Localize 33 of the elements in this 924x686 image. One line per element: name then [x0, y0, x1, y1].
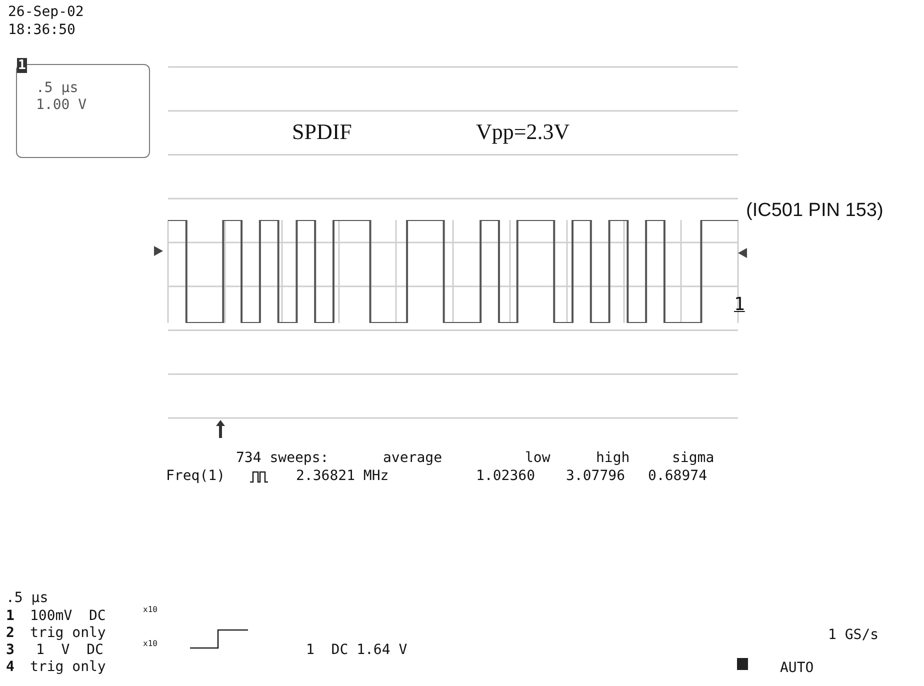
text: Vpp=2.3V [476, 119, 570, 144]
text: Freq(1) [166, 468, 226, 484]
text: 3 [6, 642, 14, 658]
text: x10 [143, 639, 158, 648]
text: SPDIF [292, 119, 352, 144]
text: (IC501 PIN 153) [746, 200, 884, 221]
text: .5 µs [36, 80, 78, 96]
text: AUTO [780, 660, 814, 676]
text: 4 [6, 659, 14, 675]
text: trig only [30, 625, 106, 641]
text: trig only [30, 659, 106, 675]
text: average [383, 450, 442, 466]
text: 1 GS/s [828, 627, 879, 643]
text: low [525, 450, 550, 466]
text: 1 DC 1.64 V [306, 642, 408, 658]
text: 100mV DC [30, 608, 106, 624]
text: x10 [143, 605, 158, 614]
text: 1.02360 [476, 468, 536, 484]
text: 1.00 V [36, 97, 87, 113]
text: 2.36821 MHz [296, 468, 389, 484]
text: 3.07796 [566, 468, 626, 484]
text: 2 [6, 625, 14, 641]
text: 1 V DC [36, 642, 104, 658]
text: 26-Sep-02 [8, 4, 84, 20]
text: 0.68974 [648, 468, 708, 484]
text: 18:36:50 [8, 22, 76, 38]
annotation: 1 [734, 294, 745, 315]
text: 734 sweeps: [236, 450, 329, 466]
text: sigma [672, 450, 714, 466]
text: high [596, 450, 630, 466]
text: 1 [17, 58, 27, 73]
text: 1 [6, 608, 14, 624]
text: .5 µs [6, 590, 48, 606]
